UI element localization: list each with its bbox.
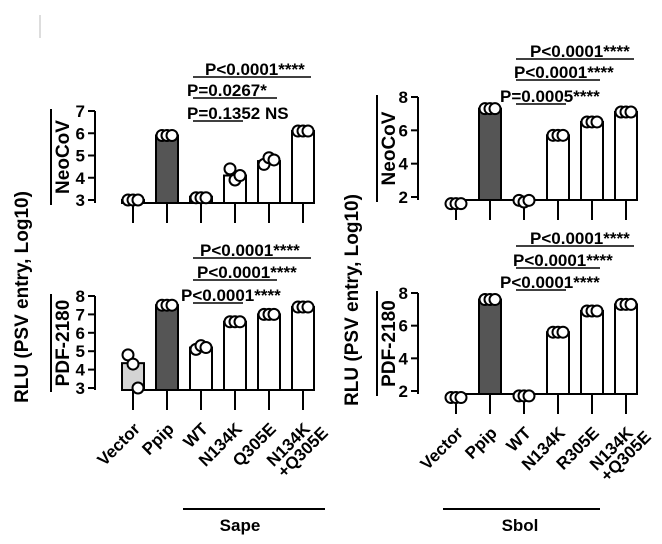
data-point <box>267 153 281 167</box>
significance-label: P<0.0001**** <box>181 286 281 305</box>
chart-panel-3: 2 4 6 8 NeoCoV P<0.0001**** P<0.0001**** P=0.00… <box>376 42 638 220</box>
data-point <box>126 357 140 371</box>
y-tick-label: 8 <box>76 287 85 306</box>
bar <box>155 304 179 392</box>
data-point <box>233 315 247 329</box>
bar <box>257 313 281 391</box>
data-point <box>131 381 145 395</box>
data-point <box>454 197 468 211</box>
y-tick-label: 7 <box>76 102 85 121</box>
significance-label: P<0.0001**** <box>530 229 630 248</box>
data-point <box>165 298 179 312</box>
data-point <box>301 124 315 138</box>
significance-label: P<0.0001**** <box>530 42 630 61</box>
y-tick-label: 2 <box>399 382 408 401</box>
y-tick-label: 6 <box>76 324 85 343</box>
y-tick-label: 3 <box>76 191 85 210</box>
y-tick-label: 4 <box>76 169 86 188</box>
data-point <box>556 325 570 339</box>
significance-label: P=0.1352 NS <box>187 104 289 123</box>
y-tick-label: 6 <box>399 317 408 336</box>
data-point <box>131 193 145 207</box>
bar <box>580 309 604 396</box>
y-tick-label: 7 <box>76 305 85 324</box>
y-tick-label: 5 <box>76 342 85 361</box>
y-tick-label: 2 <box>399 188 408 207</box>
y-tick-label: 4 <box>399 155 409 174</box>
data-point <box>233 169 247 183</box>
data-point <box>522 193 536 207</box>
group-label-sape: Sape <box>220 516 261 535</box>
bar <box>580 121 604 201</box>
bar <box>546 331 570 396</box>
bar <box>614 111 638 201</box>
data-point <box>199 191 213 205</box>
y-axis-title: RLU (PSV entry, Log10) <box>12 191 33 403</box>
y-tick-label: 4 <box>76 361 86 380</box>
panel-title: PDF-2180 <box>379 300 400 387</box>
panel-title: NeoCoV <box>379 111 400 185</box>
data-point <box>624 105 638 119</box>
data-point <box>165 128 179 142</box>
data-point <box>522 389 536 403</box>
data-point <box>556 128 570 142</box>
bar <box>291 130 315 204</box>
data-point <box>624 297 638 311</box>
bar <box>478 298 502 395</box>
panel-title: PDF-2180 <box>53 300 74 387</box>
data-point <box>590 304 604 318</box>
significance-label: P=0.0005**** <box>500 87 600 106</box>
significance-label: P<0.0001**** <box>513 251 613 270</box>
group-label-sbol: Sbol <box>502 516 539 535</box>
data-point <box>301 300 315 314</box>
category-label: Vector <box>94 419 144 469</box>
y-tick-label: 8 <box>399 88 408 107</box>
bar <box>155 134 179 205</box>
bar <box>478 107 502 201</box>
data-point <box>590 115 604 129</box>
y-tick-label: 6 <box>399 121 408 140</box>
data-point <box>454 391 468 405</box>
data-point <box>199 341 213 355</box>
y-tick-label: 4 <box>399 349 409 368</box>
significance-label: P<0.0001**** <box>514 63 614 82</box>
data-point <box>267 307 281 321</box>
data-point <box>488 293 502 307</box>
bar <box>291 306 315 392</box>
category-label: Vector <box>417 423 467 473</box>
significance-label: P<0.0001**** <box>197 263 297 282</box>
category-label: Ppip <box>138 419 177 458</box>
significance-label: P<0.0001**** <box>500 273 600 292</box>
y-tick-label: 3 <box>76 379 85 398</box>
data-point <box>223 162 237 176</box>
charts-layer: 34567NeoCoVP<0.0001****P=0.0267*P=0.1352… <box>12 42 655 535</box>
bar <box>546 134 570 201</box>
significance-label: P<0.0001**** <box>200 241 300 260</box>
panel-title: NeoCoV <box>53 120 74 194</box>
y-tick-label: 6 <box>76 124 85 143</box>
data-point <box>488 102 502 116</box>
significance-label: P=0.0267* <box>187 81 267 100</box>
y-tick-label: 8 <box>399 284 408 303</box>
significance-label: P<0.0001**** <box>205 60 305 79</box>
category-label: Ppip <box>461 423 500 462</box>
bar <box>223 320 247 392</box>
bar <box>614 303 638 395</box>
y-axis-title: RLU (PSV entry, Log10) <box>342 194 363 406</box>
y-tick-label: 5 <box>76 147 85 166</box>
